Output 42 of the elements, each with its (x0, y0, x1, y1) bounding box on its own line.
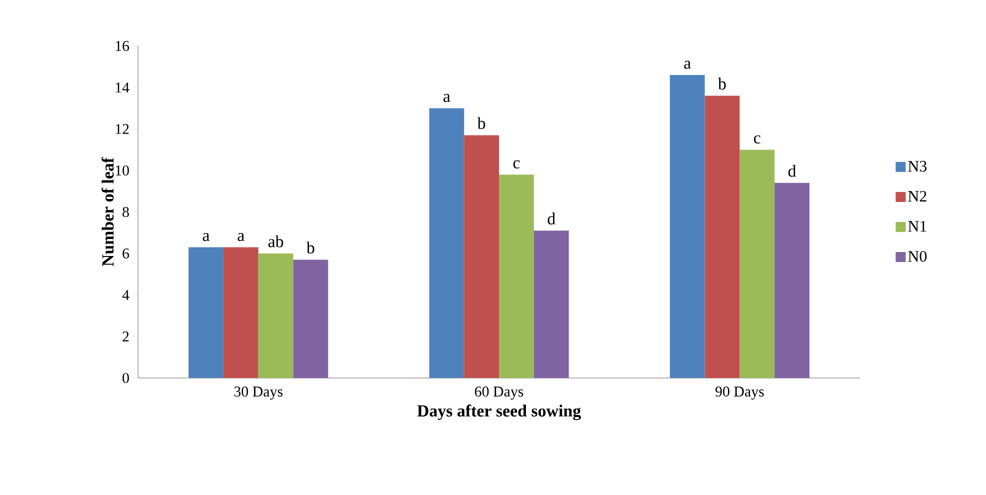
y-tick-label: 2 (122, 332, 129, 342)
y-axis-title: Number of leaf (102, 157, 114, 266)
data-label: c (754, 135, 760, 144)
bar (670, 75, 705, 378)
data-label: a (202, 232, 210, 242)
bar (223, 247, 258, 378)
bar (258, 253, 294, 378)
y-tick-label: 0 (122, 372, 129, 384)
data-label: a (684, 60, 691, 69)
y-tick-label: 6 (122, 248, 130, 258)
data-label: b (718, 78, 726, 90)
bar (429, 108, 464, 378)
x-tick-label: 90 Days (715, 386, 764, 400)
bar (740, 150, 775, 378)
y-tick-label: 16 (116, 40, 130, 51)
bar (293, 260, 328, 378)
data-label: d (548, 212, 556, 224)
data-label: a (238, 232, 244, 242)
data-label: b (477, 117, 486, 130)
y-tick-label: 12 (116, 124, 129, 134)
data-label: ab (268, 235, 284, 248)
data-label: a (444, 94, 450, 102)
y-tick-label: 8 (122, 206, 129, 218)
bar (774, 182, 810, 378)
x-tick-label: 60 Days (474, 386, 524, 400)
legend-label: N0 (908, 250, 927, 262)
bar (534, 230, 569, 378)
data-label: d (788, 164, 796, 177)
bar (704, 96, 740, 378)
bar (188, 247, 224, 378)
legend-label: N3 (908, 160, 927, 172)
x-axis-title: Days after seed sowing (417, 404, 581, 420)
bar (499, 174, 534, 378)
bar (464, 135, 500, 378)
y-tick-label: 10 (116, 165, 129, 176)
x-tick-label: 30 Days (234, 386, 282, 400)
legend-label: N2 (908, 190, 926, 202)
y-tick-label: 14 (116, 82, 130, 92)
data-label: c (513, 160, 520, 168)
legend-label: N1 (908, 220, 926, 232)
data-label: b (306, 242, 314, 254)
y-tick-label: 4 (122, 290, 130, 300)
